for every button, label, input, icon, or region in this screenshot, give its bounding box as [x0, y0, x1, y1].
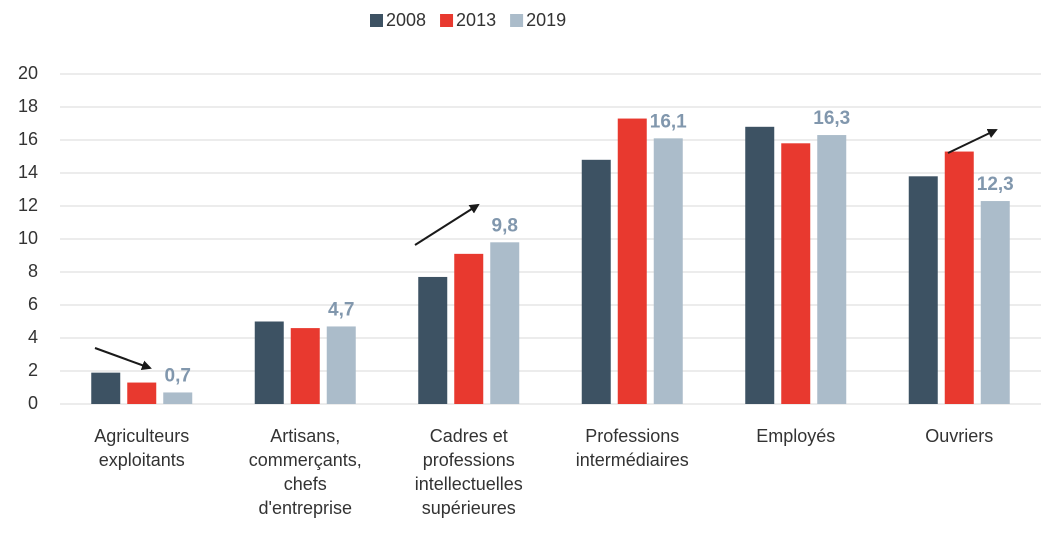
y-tick-label: 10	[18, 228, 38, 248]
bar	[781, 143, 811, 405]
bar	[980, 201, 1010, 404]
value-label: 12,3	[977, 174, 1014, 195]
value-label: 16,1	[650, 111, 687, 132]
value-label: 9,8	[492, 215, 518, 236]
y-tick-label: 20	[18, 63, 38, 83]
y-tick-label: 8	[28, 261, 38, 281]
legend-swatch	[370, 14, 383, 27]
x-tick-label: Artisans, commerçants, chefs d'entreprise	[249, 426, 362, 518]
legend-label: 2019	[526, 10, 566, 30]
bar	[745, 126, 775, 405]
legend-swatch	[440, 14, 454, 27]
value-label: 4,7	[328, 299, 354, 320]
bar	[290, 328, 320, 404]
arrow	[94, 347, 152, 370]
x-tick-label: Employés	[756, 426, 835, 446]
legend-label: 2008	[386, 10, 426, 30]
bar	[817, 135, 847, 405]
value-label: 16,3	[813, 108, 850, 129]
bar	[653, 138, 683, 404]
bar	[490, 242, 520, 404]
bar	[254, 321, 284, 404]
x-tick-label: Professions intermédiaires	[576, 426, 689, 470]
bar	[418, 276, 448, 404]
y-tick-label: 4	[28, 327, 38, 347]
trend-arrows	[94, 128, 998, 370]
bar	[454, 253, 484, 404]
bar	[581, 159, 611, 404]
value-label: 0,7	[165, 365, 191, 386]
x-tick-label: Ouvriers	[925, 426, 993, 446]
bars	[91, 118, 1010, 405]
legend-swatch	[510, 14, 524, 27]
y-tick-label: 6	[28, 294, 38, 314]
bar	[163, 392, 193, 404]
x-tick-label: Agriculteurs exploitants	[94, 426, 189, 470]
y-tick-label: 12	[18, 195, 38, 215]
bar	[326, 326, 356, 404]
y-tick-label: 18	[18, 96, 38, 116]
arrow	[947, 128, 998, 154]
y-tick-label: 14	[18, 162, 38, 182]
x-tick-label: Cadres et professions intellectuelles supér…	[415, 426, 523, 518]
bar	[617, 118, 647, 405]
grid	[60, 73, 1041, 405]
bar	[127, 382, 157, 404]
legend-label: 2013	[456, 10, 496, 30]
bar	[908, 176, 938, 404]
bar	[944, 151, 974, 404]
y-tick-label: 0	[28, 393, 38, 413]
legend: 2008 2013 2019	[370, 10, 566, 30]
y-tick-label: 16	[18, 129, 38, 149]
bar	[91, 372, 121, 404]
y-tick-label: 2	[28, 360, 38, 380]
arrow	[414, 203, 480, 246]
